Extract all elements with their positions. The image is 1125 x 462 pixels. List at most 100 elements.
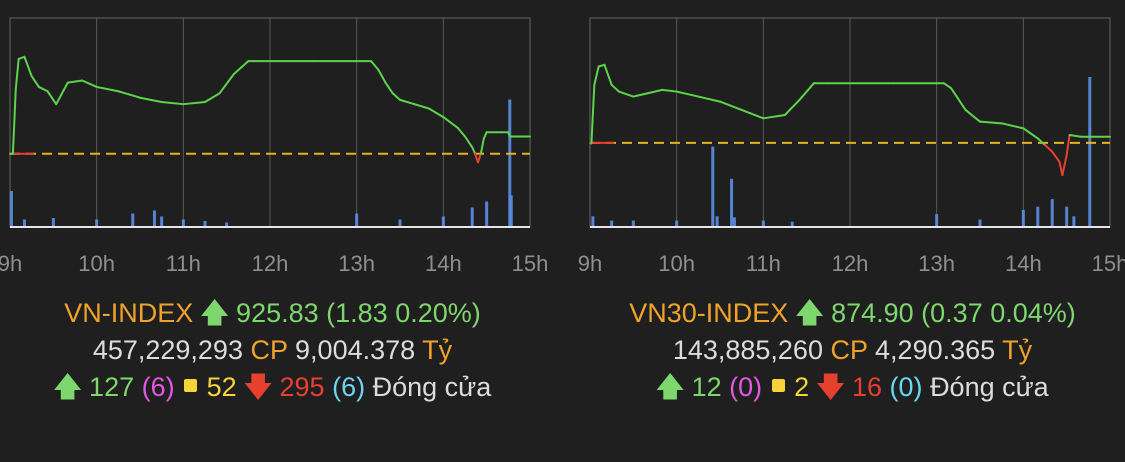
vn-index-panel: 9h 10h 11h 12h 13h 14h 15h VN-INDEX 🡅 925.83 (… [0, 0, 548, 462]
turnover-unit: Tỷ [422, 335, 453, 365]
volume-bar [509, 195, 513, 227]
price-line-segment [232, 60, 250, 76]
unchanged-count: 52 [206, 372, 237, 402]
square-icon [184, 379, 198, 392]
volume-bar [485, 201, 489, 227]
x-tick-label: 13h [918, 251, 955, 276]
volume-bar [203, 221, 207, 227]
price-line-segment [160, 101, 185, 106]
price-line-segment [182, 101, 206, 106]
ceiling-count: (0) [729, 372, 763, 402]
price-line-segment [471, 146, 477, 155]
volume-bar [1036, 206, 1040, 227]
price-line-segment [603, 63, 613, 86]
index-summary-row: VN30-INDEX 🡅 874.90 (0.37 0.04%) [580, 296, 1125, 330]
x-tick-label: 9h [0, 251, 22, 276]
price-line-segment [95, 85, 120, 93]
price-line-segment [1065, 134, 1071, 157]
price-line-segment [14, 57, 20, 91]
market-status: Đóng cửa [930, 372, 1049, 402]
price-line-segment [81, 79, 98, 88]
decliners-count: 16 [851, 372, 883, 402]
market-status: Đóng cửa [372, 372, 492, 402]
price-line-segment [11, 88, 17, 155]
volume-bar [508, 99, 512, 227]
volume-bar [225, 222, 229, 227]
price-line-segment [413, 103, 430, 110]
volume-bar [610, 220, 614, 227]
arrow-up-icon: 🡅 [53, 372, 82, 402]
x-tick-label: 15h [512, 251, 549, 276]
volume-bar [730, 178, 734, 227]
price-line-segment [456, 126, 466, 138]
volume-bar [355, 213, 359, 227]
volume-bar [1088, 77, 1092, 227]
volume-bar [978, 219, 982, 227]
index-change: (0.37 0.04%) [921, 298, 1076, 328]
price-line-segment [1036, 137, 1046, 147]
price-line-segment [17, 55, 26, 60]
volume-bar [152, 210, 156, 227]
x-tick-label: 14h [425, 251, 462, 276]
price-line-segment [1051, 150, 1061, 163]
price-line-segment [646, 88, 664, 95]
index-change: (1.83 0.20%) [326, 298, 481, 328]
volume-bar [1065, 206, 1069, 227]
x-tick-label: 10h [78, 251, 115, 276]
x-tick-label: 15h [1092, 251, 1125, 276]
unchanged-count: 2 [794, 372, 810, 402]
volume-bar [51, 218, 55, 227]
price-line-segment [942, 82, 953, 90]
turnover-unit: Tỷ [1002, 335, 1033, 365]
price-line-segment [593, 65, 600, 86]
volume-bar [160, 216, 164, 227]
ceiling-count: (6) [141, 372, 175, 402]
volume-bar [711, 146, 715, 227]
turnover-value: 4,290.365 [875, 335, 996, 365]
volume-unit: CP [250, 335, 288, 365]
volume-row: 143,885,260 CP 4,290.365 Tỷ [580, 333, 1125, 367]
x-tick-label: 12h [252, 251, 289, 276]
price-line-segment [46, 90, 58, 106]
price-line-segment [477, 152, 482, 164]
volume-bar [732, 217, 736, 227]
price-line-segment [661, 88, 678, 93]
price-line-segment [1044, 144, 1054, 153]
index-summary-row: VN-INDEX 🡅 925.83 (1.83 0.20%) [0, 296, 545, 330]
price-line-segment [784, 98, 801, 116]
price-line-segment [30, 75, 40, 88]
volume-bar [631, 220, 635, 227]
volume-value: 143,885,260 [672, 335, 823, 365]
price-line-segment [590, 83, 596, 145]
volume-bar [181, 219, 185, 227]
price-line-segment [610, 83, 620, 93]
volume-bar [398, 219, 402, 227]
volume-bar [1021, 209, 1025, 227]
price-line-segment [597, 63, 606, 68]
floor-count: (6) [332, 372, 366, 402]
vn30-index-chart: 9h 10h 11h 12h 13h 14h 15h [578, 17, 1125, 276]
price-line-segment [117, 90, 141, 99]
price-line-segment [740, 108, 765, 120]
price-line-segment [617, 90, 635, 98]
volume-bar [95, 219, 99, 227]
volume-bar [441, 216, 445, 227]
x-tick-label: 13h [338, 251, 375, 276]
price-line-segment [370, 60, 380, 71]
price-line-segment [384, 81, 394, 95]
advancers-count: 12 [691, 372, 722, 402]
arrow-up-icon: 🡅 [795, 298, 824, 328]
price-line-segment [719, 100, 743, 111]
price-line-segment [37, 85, 49, 93]
arrow-up-icon: 🡅 [656, 372, 685, 402]
price-line-segment [1068, 134, 1083, 138]
decliners-count: 295 [279, 372, 325, 402]
index-value: 925.83 [236, 298, 319, 328]
volume-bar [935, 214, 939, 227]
price-line-segment [964, 108, 981, 123]
x-tick-label: 12h [832, 251, 869, 276]
volume-bar [1072, 216, 1076, 227]
volume-bar [470, 207, 474, 227]
price-line-segment [950, 87, 967, 111]
index-value: 874.90 [831, 298, 914, 328]
